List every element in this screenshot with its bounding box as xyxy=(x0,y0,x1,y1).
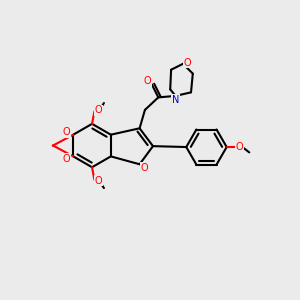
Text: O: O xyxy=(63,154,70,164)
Text: N: N xyxy=(172,95,179,105)
Text: O: O xyxy=(144,76,152,86)
Text: O: O xyxy=(140,163,148,173)
Text: O: O xyxy=(236,142,244,152)
Text: O: O xyxy=(95,176,102,186)
Text: O: O xyxy=(63,127,70,137)
Text: O: O xyxy=(184,58,191,68)
Text: O: O xyxy=(95,106,102,116)
